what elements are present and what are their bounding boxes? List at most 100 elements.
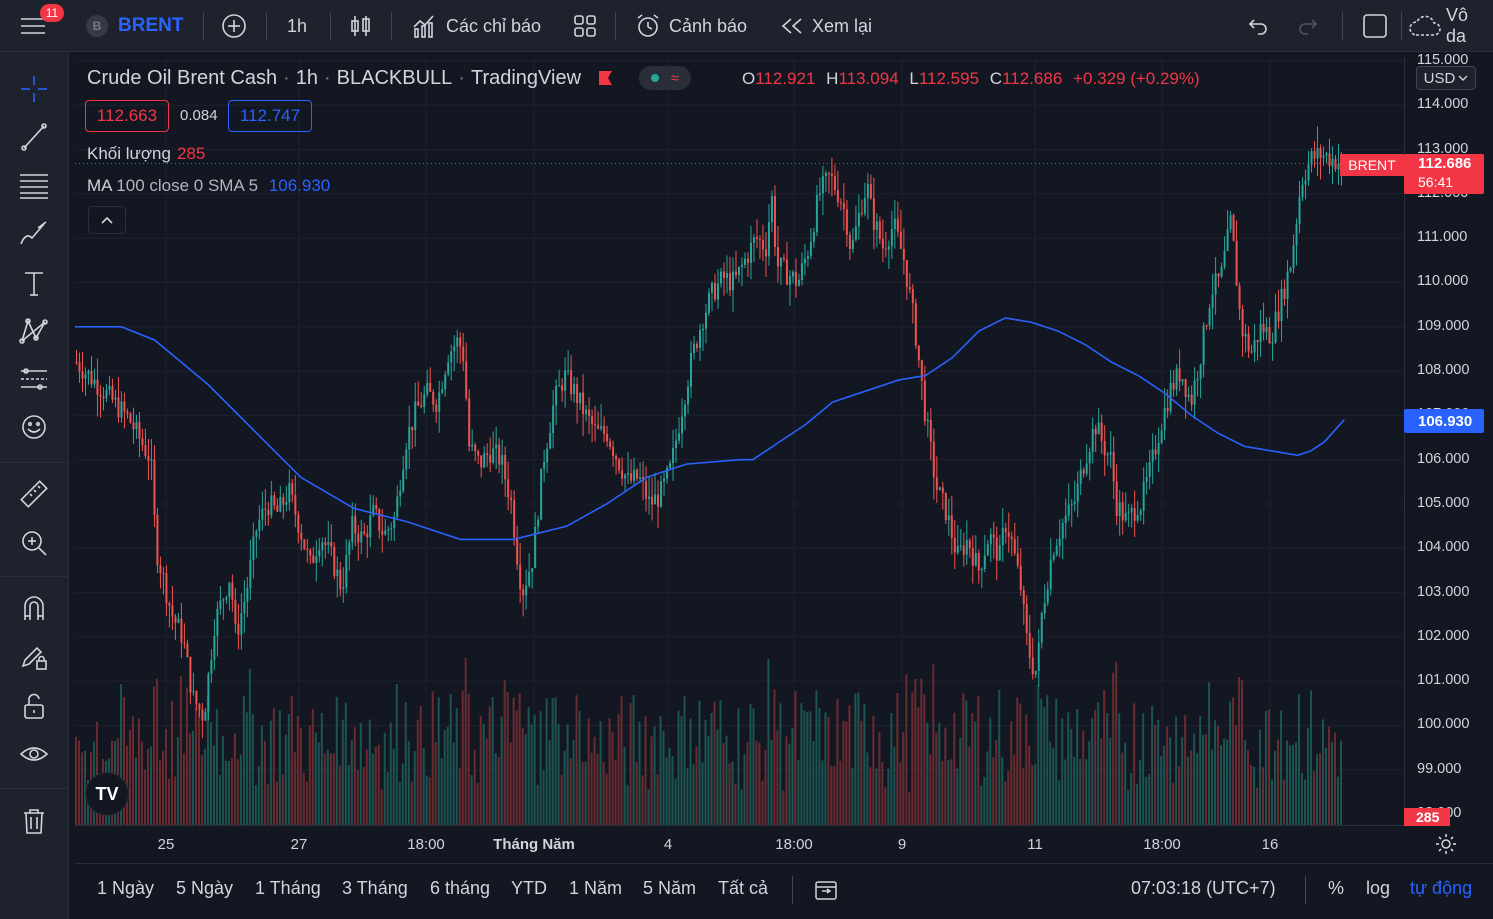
candle-body <box>1310 151 1313 165</box>
compare-symbol-button[interactable] <box>221 0 247 52</box>
clock-timezone[interactable]: 07:03:18 (UTC+7) <box>1131 878 1276 898</box>
candle-body <box>285 502 288 505</box>
interval-button[interactable]: 1h <box>287 0 307 52</box>
candle-body <box>222 599 225 601</box>
crosshair-tool[interactable] <box>17 72 51 106</box>
sell-price-button[interactable]: 112.663 <box>85 100 169 132</box>
text-tool[interactable] <box>17 266 51 300</box>
volume-bar <box>1244 740 1247 825</box>
candle-body <box>1274 311 1277 343</box>
fib-retracement-tool[interactable] <box>17 168 51 202</box>
candle-body <box>1232 215 1235 241</box>
volume-bar <box>758 742 761 825</box>
currency-button[interactable]: USD <box>1416 66 1476 90</box>
auto-scale-toggle[interactable]: tự động <box>1410 878 1473 898</box>
volume-legend[interactable]: Khối lượng 285 <box>87 144 205 164</box>
remove-drawings-tool[interactable] <box>17 804 51 838</box>
volume-bar <box>1247 750 1250 825</box>
lock-drawings-tool[interactable] <box>17 640 51 674</box>
range-button[interactable]: Tất cả <box>718 878 769 898</box>
candle-body <box>81 371 84 379</box>
candle-body <box>612 446 615 457</box>
buy-price-button[interactable]: 112.747 <box>228 100 312 132</box>
magnet-tool[interactable] <box>17 592 51 626</box>
volume-bar <box>137 718 140 825</box>
pattern-tool[interactable] <box>17 314 51 348</box>
volume-bar <box>191 730 194 825</box>
volume-bar <box>992 757 995 825</box>
time-axis[interactable]: 25 27 18:00 Tháng Năm 4 18:00 9 11 18:00 16 <box>75 825 1404 863</box>
symbol-search-button[interactable]: B BRENT <box>86 0 183 52</box>
chart-settings-button[interactable] <box>1434 832 1458 861</box>
alert-button[interactable]: Cảnh báo <box>634 0 747 52</box>
candle-body <box>468 398 471 447</box>
chart-pane[interactable] <box>75 57 1404 825</box>
market-status-pill[interactable]: ≈ <box>639 66 692 90</box>
range-button[interactable]: 1 Ngày <box>97 878 155 898</box>
collapse-legend-button[interactable] <box>88 206 126 234</box>
volume-bar <box>869 767 872 825</box>
candle-body <box>549 432 552 449</box>
hide-drawings-tool[interactable] <box>17 737 51 771</box>
redo-button[interactable] <box>1296 0 1320 52</box>
interval-label: 1h <box>287 15 308 36</box>
volume-bar <box>173 776 176 825</box>
candle-body <box>1328 153 1331 167</box>
divider <box>1401 12 1402 40</box>
indicators-button[interactable]: Các chỉ báo <box>411 0 541 52</box>
brush-tool[interactable] <box>17 216 51 250</box>
volume-bar <box>554 697 557 825</box>
range-button[interactable]: 1 Tháng <box>255 878 321 898</box>
candle-body <box>570 370 573 395</box>
divider <box>266 12 267 40</box>
candle-body <box>555 386 558 406</box>
ma-legend[interactable]: MA 100 close 0 SMA 5 106.930 <box>87 176 330 196</box>
volume-bar <box>1274 750 1277 825</box>
price-tick: 105.000 <box>1417 494 1470 511</box>
candle-body <box>926 419 929 422</box>
range-button[interactable]: 1 Năm <box>569 878 623 898</box>
range-button[interactable]: 6 tháng <box>430 878 491 898</box>
volume-bar <box>398 781 401 825</box>
menu-button[interactable] <box>18 0 48 52</box>
range-button[interactable]: 3 Tháng <box>342 878 408 898</box>
layout-button[interactable] <box>1361 0 1389 52</box>
candle-body <box>96 379 99 395</box>
volume-bar <box>389 722 392 825</box>
price-tick: 110.000 <box>1417 273 1469 290</box>
range-button[interactable]: YTD <box>511 878 547 898</box>
chart-legend[interactable]: Crude Oil Brent Cash · 1h · BLACKBULL · … <box>87 66 692 90</box>
undo-button[interactable] <box>1246 0 1270 52</box>
volume-bar <box>1160 755 1163 825</box>
forecast-tool[interactable] <box>17 362 51 396</box>
price-chart[interactable] <box>75 57 1404 825</box>
templates-button[interactable] <box>572 0 598 52</box>
volume-bar <box>797 759 800 825</box>
candle-body <box>761 240 764 250</box>
zoom-tool[interactable] <box>17 526 51 560</box>
replay-button[interactable]: Xem lại <box>779 0 872 52</box>
range-button[interactable]: 5 Năm <box>643 878 697 898</box>
measure-tool[interactable] <box>17 477 51 511</box>
smiley-icon <box>22 415 46 439</box>
volume-bar <box>1214 720 1217 825</box>
lock-all-tool[interactable] <box>17 689 51 723</box>
icon-tool[interactable] <box>17 410 51 444</box>
candle-body <box>693 343 696 354</box>
volume-bar <box>1136 783 1139 825</box>
log-toggle[interactable]: log <box>1366 878 1391 898</box>
flag-icon[interactable] <box>597 70 613 86</box>
candle-body <box>1334 158 1337 170</box>
tradingview-logo[interactable]: TV <box>85 772 129 816</box>
goto-date-button[interactable] <box>813 877 839 908</box>
candle-body <box>162 573 165 575</box>
save-layout-button[interactable]: Vô da <box>1408 0 1493 52</box>
volume-bar <box>1085 759 1088 825</box>
trend-line-tool[interactable] <box>17 120 51 154</box>
candle-body <box>93 379 96 385</box>
chart-type-button[interactable] <box>349 0 373 52</box>
candle-body <box>842 203 845 210</box>
percent-toggle[interactable]: % <box>1328 878 1345 898</box>
range-button[interactable]: 5 Ngày <box>176 878 234 898</box>
candle-body <box>342 587 345 590</box>
